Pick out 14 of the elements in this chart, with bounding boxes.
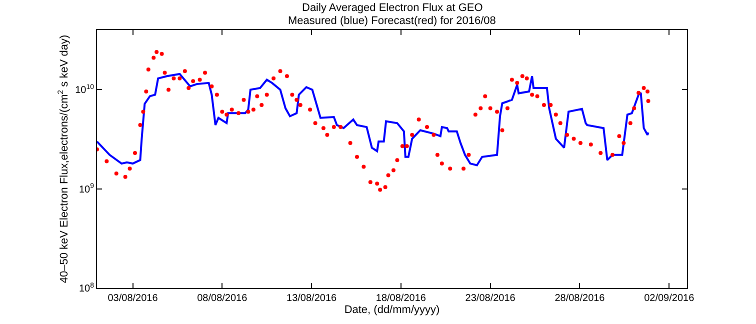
line-series bbox=[97, 72, 650, 166]
x-tick-label: 28/08/2016 bbox=[554, 293, 606, 304]
x-tick-label: 02/09/2016 bbox=[644, 293, 695, 304]
chart-title: Daily Averaged Electron Flux at GEO bbox=[302, 2, 484, 14]
chart-subtitle: Measured (blue) Forecast(red) for 2016/08 bbox=[288, 15, 496, 27]
y-tick-label: 10$^{9}$ bbox=[78, 183, 94, 196]
y-tick-label: 10$^{8}$ bbox=[78, 282, 94, 294]
x-tick-label: 18/08/2016 bbox=[376, 293, 426, 304]
y-tick-label: 10$^{10}$ bbox=[75, 84, 94, 96]
x-tick-label: 03/08/2016 bbox=[108, 293, 158, 304]
x-tick-label: 13/08/2016 bbox=[286, 293, 338, 304]
x-tick-label: 23/08/2016 bbox=[465, 293, 516, 304]
x-tick-label: 08/08/2016 bbox=[197, 293, 248, 304]
x-axis-title: Date, (dd/mm/yyyy) bbox=[344, 304, 440, 316]
